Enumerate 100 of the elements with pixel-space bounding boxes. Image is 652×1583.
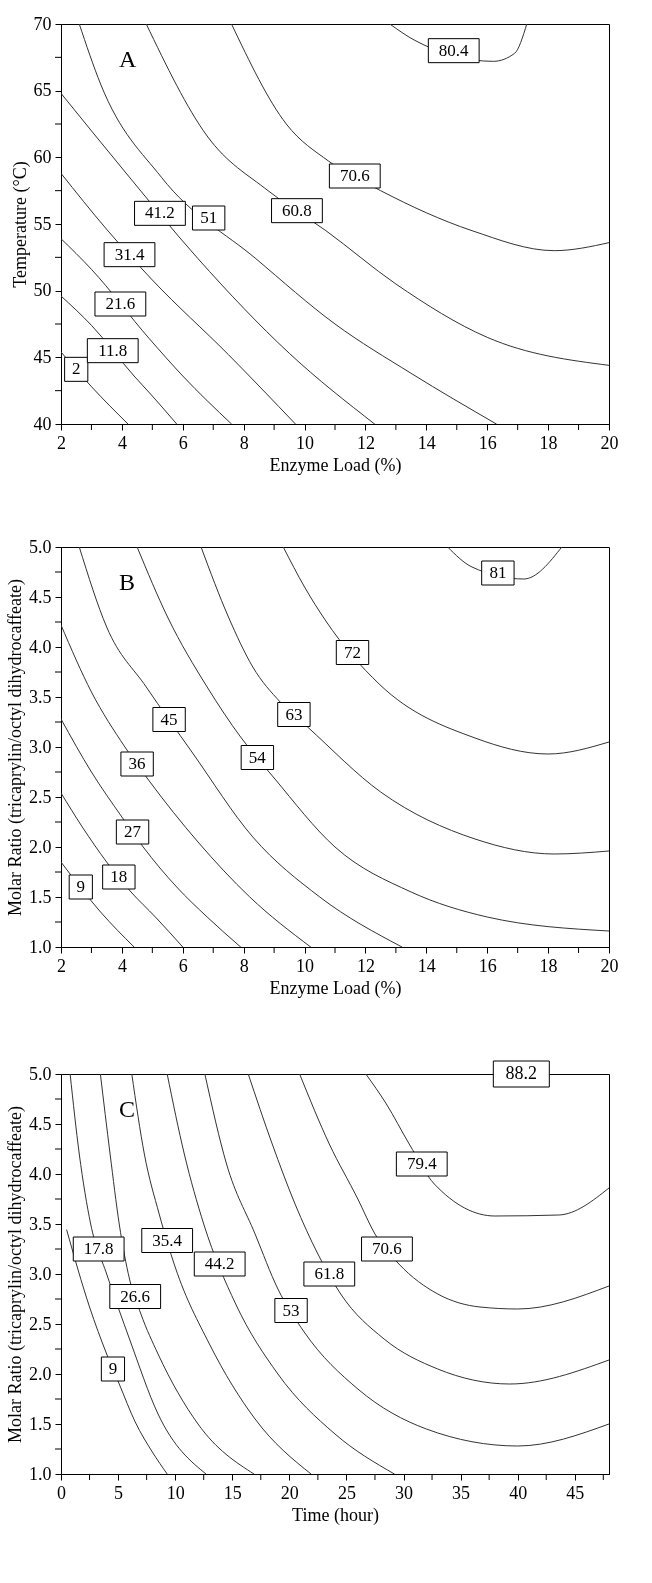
- series-label: 53: [282, 1300, 300, 1320]
- series-label: 26.6: [120, 1286, 151, 1306]
- series-label: 18: [110, 867, 128, 886]
- x-tick-label: 12: [356, 955, 375, 976]
- series-label: 61.8: [314, 1264, 345, 1283]
- x-tick-label: 15: [223, 1482, 242, 1503]
- text: B: [119, 569, 136, 595]
- y-tick-label: 70: [33, 13, 52, 34]
- series-label: 45: [160, 709, 178, 729]
- series-label: 11.8: [98, 340, 128, 360]
- line-series: [61, 238, 232, 424]
- line-series: [78, 24, 497, 424]
- x-tick-label: 0: [57, 1482, 66, 1503]
- series-label: 9: [76, 877, 86, 896]
- series-label: 72: [344, 642, 362, 662]
- series-label: 36: [128, 754, 146, 773]
- series-label: 35.4: [152, 1230, 183, 1250]
- series-label: 41.2: [145, 203, 175, 223]
- x-tick-label: 14: [417, 955, 436, 976]
- series-label: 70.6: [372, 1239, 402, 1258]
- y-tick-label: 4.5: [29, 586, 52, 607]
- y-tick-label: 2.5: [29, 786, 52, 807]
- y-tick-label: 3.5: [29, 1213, 52, 1234]
- y-tick-label: 3.0: [29, 1263, 52, 1284]
- y-tick-label: 2.0: [29, 1363, 52, 1384]
- line-series: [61, 792, 184, 947]
- y-tick-label: 65: [33, 80, 52, 101]
- y-axis-title: Molar Ratio (tricaprylin/octyl dihydrocaffeate): [5, 1105, 26, 1444]
- x-axis-title: Time (hour): [292, 1504, 379, 1526]
- x-tick-label: 14: [417, 432, 436, 453]
- y-tick-label: 4.0: [29, 1163, 52, 1184]
- y-axis-title: Temperature (°C): [9, 161, 31, 288]
- x-tick-label: 6: [178, 955, 188, 976]
- line-series: [61, 624, 312, 947]
- series-label: 2: [71, 359, 81, 379]
- x-tick-label: 16: [478, 432, 497, 453]
- series-label: 60.8: [282, 200, 312, 220]
- y-tick-label: 4.5: [29, 1113, 52, 1134]
- line-series: [69, 1074, 207, 1474]
- y-tick-label: 60: [33, 146, 52, 167]
- x-tick-label: 40: [509, 1482, 528, 1503]
- x-tick-label: 18: [539, 955, 558, 976]
- series-label: 9: [108, 1359, 118, 1378]
- y-tick-label: 4.0: [29, 636, 52, 657]
- x-tick-label: 6: [178, 432, 188, 453]
- x-tick-label: 45: [566, 1482, 585, 1503]
- series-label: 51: [200, 208, 218, 227]
- y-tick-label: 50: [33, 280, 52, 301]
- y-tick-label: 3.5: [29, 686, 52, 707]
- x-tick-label: 20: [600, 432, 619, 453]
- y-tick-label: 1.0: [29, 936, 52, 957]
- x-tick-label: 8: [239, 955, 249, 976]
- x-tick-label: 10: [166, 1482, 185, 1503]
- y-tick-label: 40: [33, 413, 52, 434]
- text: C: [119, 1096, 136, 1122]
- x-tick-label: 8: [239, 432, 249, 453]
- series-label: 63: [285, 704, 303, 724]
- series-label: 80.4: [438, 40, 470, 60]
- x-tick-label: 12: [356, 432, 375, 453]
- line-series: [78, 547, 403, 947]
- line-series: [61, 92, 376, 424]
- x-tick-label: 30: [395, 1482, 413, 1503]
- y-tick-label: 3.0: [29, 736, 52, 757]
- series-label: 54: [248, 747, 267, 767]
- x-tick-label: 5: [114, 1482, 124, 1503]
- series-label: 31.4: [114, 244, 145, 264]
- x-tick-label: 4: [117, 955, 127, 976]
- series-label: 17.8: [83, 1239, 114, 1258]
- line-series: [230, 24, 609, 252]
- series-label: 70.6: [339, 166, 370, 185]
- x-tick-label: 25: [337, 1482, 356, 1503]
- x-axis-title: Enzyme Load (%): [269, 454, 402, 476]
- x-tick-label: 20: [280, 1482, 299, 1503]
- y-tick-label: 2.0: [29, 836, 52, 857]
- x-axis-title: Enzyme Load (%): [269, 977, 402, 999]
- y-tick-label: 1.5: [29, 1413, 52, 1434]
- x-tick-label: 2: [57, 955, 66, 976]
- line-series: [282, 547, 609, 755]
- y-tick-label: 2.5: [29, 1313, 52, 1334]
- x-tick-label: 10: [296, 432, 315, 453]
- x-tick-label: 20: [600, 955, 619, 976]
- y-tick-label: 55: [33, 213, 52, 234]
- series-label: 44.2: [204, 1254, 235, 1273]
- text: A: [119, 46, 137, 72]
- line-series: [145, 24, 609, 366]
- x-tick-label: 10: [296, 955, 315, 976]
- series-label: 79.4: [406, 1154, 438, 1173]
- y-tick-label: 5.0: [29, 1063, 52, 1084]
- y-tick-label: 5.0: [29, 536, 52, 557]
- annotation: 88.2: [505, 1063, 538, 1083]
- x-tick-label: 16: [478, 955, 497, 976]
- series-label: 27: [124, 822, 142, 841]
- x-tick-label: 35: [452, 1482, 471, 1503]
- y-tick-label: 45: [33, 346, 52, 367]
- series-label: 21.6: [105, 294, 136, 313]
- x-tick-label: 4: [117, 432, 127, 453]
- x-tick-label: 18: [539, 432, 558, 453]
- series-label: 81: [489, 563, 507, 582]
- y-tick-label: 1.0: [29, 1463, 52, 1484]
- y-tick-label: 1.5: [29, 886, 52, 907]
